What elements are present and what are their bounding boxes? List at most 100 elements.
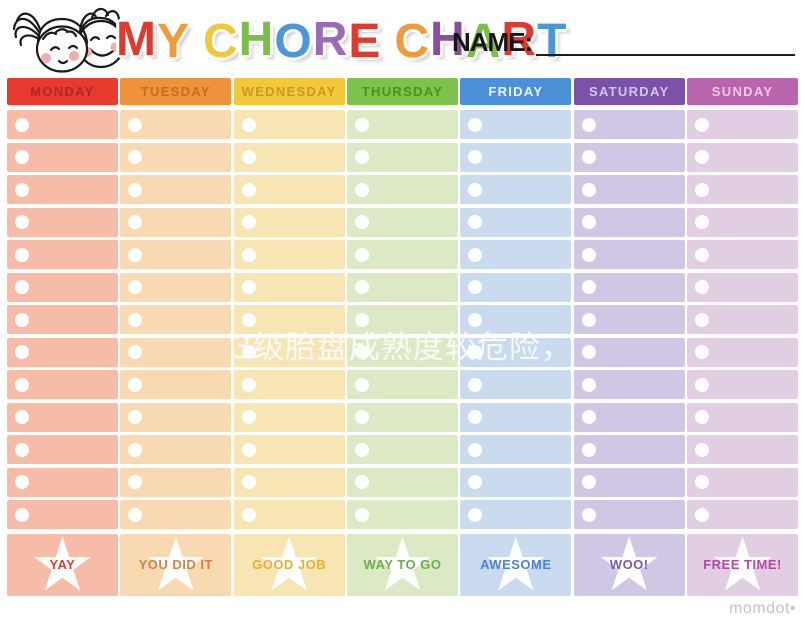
check-circle[interactable] — [695, 377, 710, 392]
chore-row — [573, 305, 685, 334]
check-circle[interactable] — [355, 280, 370, 294]
check-circle[interactable] — [355, 475, 370, 489]
check-circle[interactable] — [128, 150, 143, 164]
check-circle[interactable] — [468, 312, 483, 327]
check-circle[interactable] — [241, 182, 256, 197]
check-circle[interactable] — [15, 117, 29, 132]
check-circle[interactable] — [581, 215, 596, 229]
check-circle[interactable] — [355, 182, 370, 197]
check-circle[interactable] — [581, 377, 596, 392]
check-circle[interactable] — [695, 280, 710, 294]
check-circle[interactable] — [355, 410, 370, 424]
check-circle[interactable] — [15, 312, 29, 327]
check-circle[interactable] — [128, 475, 143, 489]
check-circle[interactable] — [128, 507, 143, 522]
check-circle[interactable] — [695, 247, 710, 262]
check-circle[interactable] — [241, 280, 256, 294]
check-circle[interactable] — [128, 215, 143, 229]
check-circle[interactable] — [468, 442, 483, 457]
check-circle[interactable] — [581, 507, 596, 522]
check-circle[interactable] — [468, 345, 483, 359]
check-circle[interactable] — [355, 247, 370, 262]
check-circle[interactable] — [241, 507, 256, 522]
check-circle[interactable] — [15, 150, 29, 164]
check-circle[interactable] — [15, 182, 29, 197]
check-circle[interactable] — [695, 410, 710, 424]
check-circle[interactable] — [15, 475, 29, 489]
check-circle[interactable] — [355, 312, 370, 327]
check-circle[interactable] — [15, 215, 29, 229]
check-circle[interactable] — [695, 312, 710, 327]
check-circle[interactable] — [128, 377, 143, 392]
check-circle[interactable] — [695, 117, 710, 132]
check-circle[interactable] — [695, 215, 710, 229]
check-circle[interactable] — [468, 215, 483, 229]
check-circle[interactable] — [695, 150, 710, 164]
check-circle[interactable] — [241, 215, 256, 229]
check-circle[interactable] — [128, 345, 143, 359]
check-circle[interactable] — [241, 377, 256, 392]
check-circle[interactable] — [241, 410, 256, 424]
check-circle[interactable] — [15, 507, 29, 522]
check-circle[interactable] — [581, 442, 596, 457]
check-circle[interactable] — [241, 117, 256, 132]
check-circle[interactable] — [468, 410, 483, 424]
check-circle[interactable] — [128, 117, 143, 132]
check-circle[interactable] — [468, 280, 483, 294]
check-circle[interactable] — [355, 345, 370, 359]
check-circle[interactable] — [581, 410, 596, 424]
check-circle[interactable] — [581, 247, 596, 262]
check-circle[interactable] — [241, 247, 256, 262]
check-circle[interactable] — [15, 247, 29, 262]
check-circle[interactable] — [468, 150, 483, 164]
check-circle[interactable] — [15, 345, 29, 359]
check-circle[interactable] — [695, 507, 710, 522]
check-circle[interactable] — [128, 280, 143, 294]
check-circle[interactable] — [695, 182, 710, 197]
check-circle[interactable] — [15, 410, 29, 424]
check-circle[interactable] — [355, 442, 370, 457]
chore-row — [120, 337, 232, 367]
brand-watermark: momdot• — [729, 600, 796, 617]
check-circle[interactable] — [15, 377, 29, 392]
check-circle[interactable] — [128, 247, 143, 262]
check-circle[interactable] — [355, 377, 370, 392]
check-circle[interactable] — [581, 182, 596, 197]
check-circle[interactable] — [241, 442, 256, 457]
check-circle[interactable] — [468, 247, 483, 262]
check-circle[interactable] — [581, 312, 596, 327]
check-circle[interactable] — [355, 117, 370, 132]
check-circle[interactable] — [468, 475, 483, 489]
check-circle[interactable] — [128, 182, 143, 197]
check-circle[interactable] — [241, 312, 256, 327]
check-circle[interactable] — [468, 507, 483, 522]
check-circle[interactable] — [468, 377, 483, 392]
check-circle[interactable] — [128, 312, 143, 327]
check-circle[interactable] — [128, 442, 143, 457]
check-circle[interactable] — [695, 345, 710, 359]
day-column-sunday: SUNDAY ★ FREE TIME! — [687, 78, 798, 596]
title-letter: Y — [156, 15, 190, 68]
check-circle[interactable] — [581, 280, 596, 294]
check-circle[interactable] — [581, 345, 596, 359]
check-circle[interactable] — [128, 410, 143, 424]
check-circle[interactable] — [468, 182, 483, 197]
check-circle[interactable] — [15, 280, 29, 294]
check-circle[interactable] — [581, 150, 596, 164]
chore-row — [233, 435, 345, 464]
name-input-line[interactable] — [536, 30, 795, 56]
check-circle[interactable] — [581, 475, 596, 489]
check-circle[interactable] — [695, 442, 710, 457]
check-circle[interactable] — [355, 150, 370, 164]
check-circle[interactable] — [581, 117, 596, 132]
check-circle[interactable] — [241, 345, 256, 359]
check-circle[interactable] — [241, 475, 256, 489]
check-circle[interactable] — [695, 475, 710, 489]
chore-row — [7, 110, 118, 139]
check-circle[interactable] — [355, 215, 370, 229]
check-circle[interactable] — [468, 117, 483, 132]
chore-row — [460, 370, 572, 399]
check-circle[interactable] — [355, 507, 370, 522]
check-circle[interactable] — [15, 442, 29, 457]
check-circle[interactable] — [241, 150, 256, 164]
